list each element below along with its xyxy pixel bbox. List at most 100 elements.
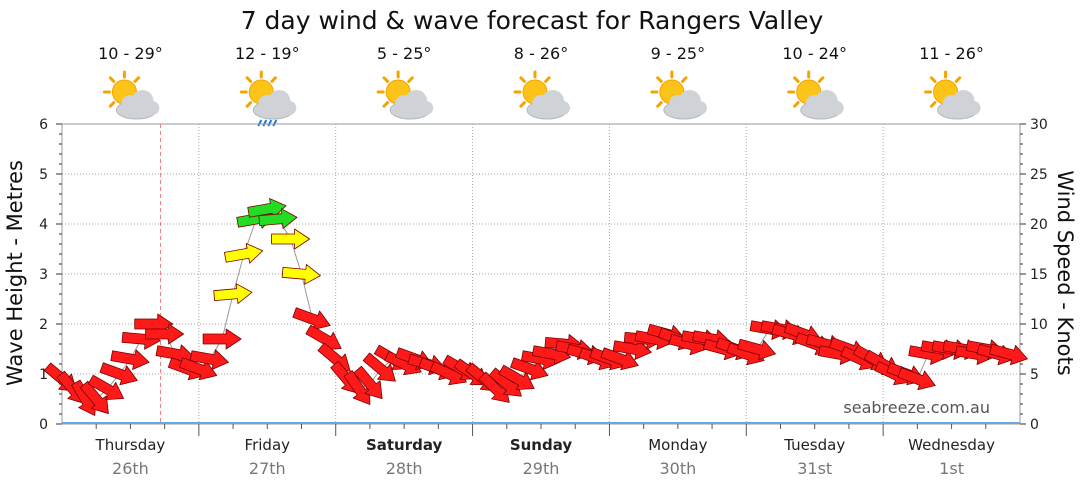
day-name-label: Tuesday [783,436,845,454]
wind-arrow [353,365,383,399]
sun-ray [519,76,526,83]
plot-border [61,123,1021,425]
wind-arrow-shape [247,198,287,219]
rain-drop [272,119,278,127]
temperature-range-label: 10 - 24° [782,44,847,63]
wind-arrow-shape [189,349,229,370]
temperature-range-label: 11 - 26° [919,44,984,63]
sun-ray [793,101,800,108]
wind-arrow [145,323,185,345]
day-name-label: Friday [245,436,291,454]
day-date-label: 1st [939,459,964,478]
sun-ray [954,76,962,83]
wind-arrow-shape [202,328,242,350]
wind-arrow [292,307,331,331]
sun-ray [108,101,116,108]
wave-height-axis-title: Wave Height - Metres [3,160,27,386]
wind-arrow-shape [99,362,138,386]
sun-ray [929,101,937,108]
partly-cloudy-icon [650,70,707,120]
chart-title: 7 day wind & wave forecast for Rangers V… [241,6,824,35]
daily-forecast-headers: 10 - 29° 12 - 19° 5 - 25° 8 - 26° 9 - 25° 10 … [98,44,984,127]
day-name-label: Monday [648,436,707,454]
wind-arrow-shape [362,352,396,382]
sun-ray [245,76,253,83]
wind-arrow-shape [110,349,150,370]
cloud-shape [252,90,297,120]
wave-tick-label: 5 [39,167,48,183]
cloud-puff [282,101,297,115]
sun-ray [793,76,800,83]
rain-drop [262,119,268,127]
wind-arrow-shape [737,338,776,361]
plot-grid [61,123,1021,425]
day-date-label: 28th [386,459,423,478]
wind-arrow-shape [224,243,264,264]
wind-arrow [202,328,242,350]
wave-tick-label: 2 [39,317,48,333]
partly-cloudy-icon [102,70,160,120]
sun-ray [382,101,390,108]
cloud-puff [419,101,434,115]
partly-cloudy-icon [513,70,570,120]
wind-tick-label: 25 [1030,167,1048,183]
wind-arrow-shape [145,323,185,345]
day-date-label: 26th [112,459,149,478]
cloud-shape [526,90,570,120]
temperature-range-label: 12 - 19° [235,44,300,63]
day-name-label: Sunday [510,436,573,454]
wind-arrow-shape [612,339,652,360]
wave-tick-label: 0 [39,417,48,433]
wind-arrow-shape [989,343,1028,366]
wind-tick-label: 30 [1030,117,1048,133]
sun-ray [817,76,825,83]
partly-cloudy-icon [787,70,844,120]
wind-tick-label: 15 [1030,267,1048,283]
wind-arrow-shape [897,367,936,391]
day-name-label: Thursday [95,436,166,454]
partly-cloudy-icon [376,70,434,120]
cloud-puff [966,101,981,115]
wind-arrow [498,364,535,391]
rain-drop [267,119,273,127]
wave-tick-label: 1 [39,367,48,383]
sun-ray [929,76,937,83]
wind-arrow [271,228,311,250]
temperature-range-label: 10 - 29° [98,44,163,63]
day-date-label: 31st [797,459,832,478]
rain-drop [257,119,263,127]
temperature-range-label: 9 - 25° [651,44,705,63]
temperature-range-label: 8 - 26° [514,44,568,63]
wind-arrow-shape [79,380,109,414]
sun-ray [382,76,390,83]
day-name-label: Saturday [366,436,443,454]
wind-arrow-shape [258,208,298,230]
cloud-puff [556,101,570,115]
wind-arrow [110,349,150,370]
wind-arrow [189,349,229,370]
wind-arrow-shape [271,228,311,250]
cloud-shape [663,90,707,120]
cloud-shape [800,90,844,120]
wind-arrow [478,371,510,403]
wind-arrow [99,362,138,386]
temperature-range-label: 5 - 25° [377,44,431,63]
wind-arrow [281,263,321,285]
watermark: seabreeze.com.au [843,398,990,417]
wave-tick-label: 4 [39,217,48,233]
sun-ray [245,101,253,108]
wind-arrow [213,283,253,305]
wind-arrow [224,243,264,264]
wind-arrow [258,208,298,230]
day-date-label: 29th [523,459,560,478]
wind-arrow [737,338,776,361]
wind-arrow [79,380,109,414]
wind-arrow [247,198,287,219]
sun-ray [656,101,663,108]
wind-arrow-shape [281,263,321,285]
wind-arrow-shape [478,371,510,403]
wind-arrow [989,343,1028,366]
wind-arrow-shape [343,370,371,405]
day-date-label: 27th [249,459,286,478]
